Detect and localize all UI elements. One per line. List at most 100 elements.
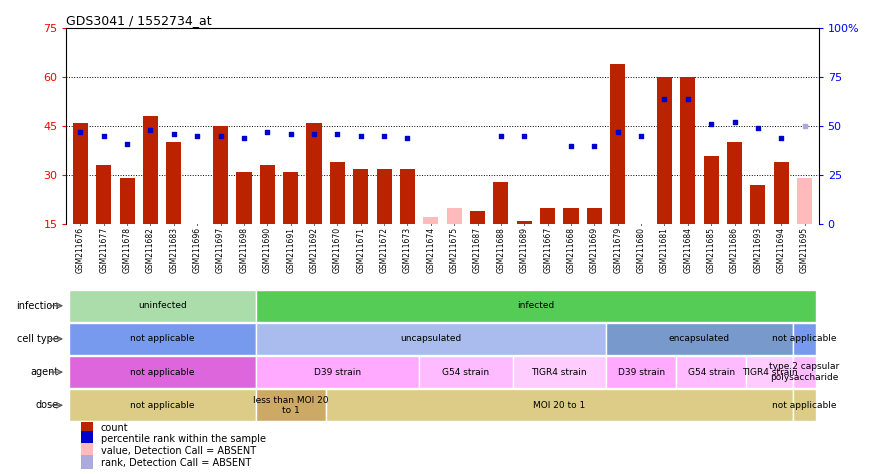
Text: GSM211669: GSM211669 xyxy=(589,227,599,273)
Text: GSM211698: GSM211698 xyxy=(240,227,249,273)
Bar xyxy=(236,172,251,224)
Text: cell type: cell type xyxy=(17,334,59,344)
Point xyxy=(704,120,719,128)
Text: rank, Detection Call = ABSENT: rank, Detection Call = ABSENT xyxy=(101,458,251,468)
FancyBboxPatch shape xyxy=(69,389,256,421)
Text: GSM211697: GSM211697 xyxy=(216,227,225,273)
Text: GSM211683: GSM211683 xyxy=(169,227,179,273)
Bar xyxy=(213,126,228,224)
Bar xyxy=(166,143,181,224)
Point xyxy=(120,140,135,147)
Bar xyxy=(681,77,696,224)
Bar xyxy=(283,172,298,224)
FancyBboxPatch shape xyxy=(69,356,256,388)
Bar xyxy=(353,169,368,224)
Point xyxy=(494,132,508,140)
Bar xyxy=(81,419,94,436)
Text: GSM211674: GSM211674 xyxy=(427,227,435,273)
Bar xyxy=(657,77,672,224)
Point xyxy=(681,95,695,103)
Bar xyxy=(587,208,602,224)
Text: GSM211681: GSM211681 xyxy=(660,227,669,273)
Text: uninfected: uninfected xyxy=(138,301,187,310)
FancyBboxPatch shape xyxy=(69,323,256,355)
Point xyxy=(73,128,88,136)
FancyBboxPatch shape xyxy=(256,356,419,388)
Bar xyxy=(704,155,719,224)
Text: GSM211691: GSM211691 xyxy=(286,227,296,273)
Point xyxy=(611,128,625,136)
Text: GSM211692: GSM211692 xyxy=(310,227,319,273)
Bar xyxy=(400,169,415,224)
Bar xyxy=(447,208,462,224)
Bar xyxy=(797,178,812,224)
Text: type 2 capsular
polysaccharide: type 2 capsular polysaccharide xyxy=(769,363,840,382)
FancyBboxPatch shape xyxy=(676,356,746,388)
Point xyxy=(143,127,158,134)
Text: GSM211685: GSM211685 xyxy=(706,227,716,273)
Text: GSM211677: GSM211677 xyxy=(99,227,108,273)
Point xyxy=(750,124,765,132)
FancyBboxPatch shape xyxy=(69,290,256,322)
FancyBboxPatch shape xyxy=(793,356,816,388)
FancyBboxPatch shape xyxy=(606,323,793,355)
Text: TIGR4 strain: TIGR4 strain xyxy=(532,368,587,376)
Text: dose: dose xyxy=(35,400,59,410)
Text: GSM211672: GSM211672 xyxy=(380,227,389,273)
Bar xyxy=(773,162,789,224)
Text: GSM211678: GSM211678 xyxy=(123,227,132,273)
Point xyxy=(658,95,672,103)
Text: D39 strain: D39 strain xyxy=(618,368,665,376)
Text: GSM211682: GSM211682 xyxy=(146,227,155,273)
Point xyxy=(307,130,321,138)
Bar xyxy=(73,123,88,224)
Bar xyxy=(376,169,392,224)
Text: G54 strain: G54 strain xyxy=(442,368,489,376)
Text: GSM211667: GSM211667 xyxy=(543,227,552,273)
Text: GSM211695: GSM211695 xyxy=(800,227,809,273)
Text: GSM211684: GSM211684 xyxy=(683,227,692,273)
Point xyxy=(797,122,812,130)
Text: GSM211671: GSM211671 xyxy=(357,227,366,273)
Text: not applicable: not applicable xyxy=(773,335,837,343)
Text: GSM211676: GSM211676 xyxy=(76,227,85,273)
Bar xyxy=(142,117,158,224)
Bar xyxy=(259,165,275,224)
FancyBboxPatch shape xyxy=(606,356,676,388)
Text: GSM211693: GSM211693 xyxy=(753,227,762,273)
Text: value, Detection Call = ABSENT: value, Detection Call = ABSENT xyxy=(101,446,256,456)
Text: GSM211668: GSM211668 xyxy=(566,227,575,273)
Point xyxy=(588,142,602,150)
Bar xyxy=(81,443,94,459)
Bar xyxy=(750,185,766,224)
Text: GSM211688: GSM211688 xyxy=(496,227,505,273)
Point xyxy=(774,134,789,142)
FancyBboxPatch shape xyxy=(326,389,793,421)
Text: GSM211689: GSM211689 xyxy=(519,227,528,273)
Bar xyxy=(96,165,112,224)
Point xyxy=(260,128,274,136)
Bar xyxy=(81,431,94,447)
Bar xyxy=(81,455,94,471)
Text: GSM211687: GSM211687 xyxy=(473,227,482,273)
Point xyxy=(237,134,251,142)
Text: percentile rank within the sample: percentile rank within the sample xyxy=(101,434,266,445)
Bar xyxy=(119,178,135,224)
Text: MOI 20 to 1: MOI 20 to 1 xyxy=(533,401,586,410)
Bar xyxy=(306,123,321,224)
Point xyxy=(166,130,181,138)
Text: encapsulated: encapsulated xyxy=(669,335,730,343)
Text: G54 strain: G54 strain xyxy=(688,368,735,376)
Text: less than MOI 20
to 1: less than MOI 20 to 1 xyxy=(253,396,328,415)
Point xyxy=(96,132,111,140)
Text: count: count xyxy=(101,422,128,433)
Bar xyxy=(540,208,555,224)
FancyBboxPatch shape xyxy=(419,356,512,388)
FancyBboxPatch shape xyxy=(512,356,606,388)
FancyBboxPatch shape xyxy=(256,389,326,421)
Bar xyxy=(470,211,485,224)
Text: GSM211690: GSM211690 xyxy=(263,227,272,273)
Text: D39 strain: D39 strain xyxy=(314,368,361,376)
Bar xyxy=(727,143,743,224)
Text: GSM211675: GSM211675 xyxy=(450,227,458,273)
